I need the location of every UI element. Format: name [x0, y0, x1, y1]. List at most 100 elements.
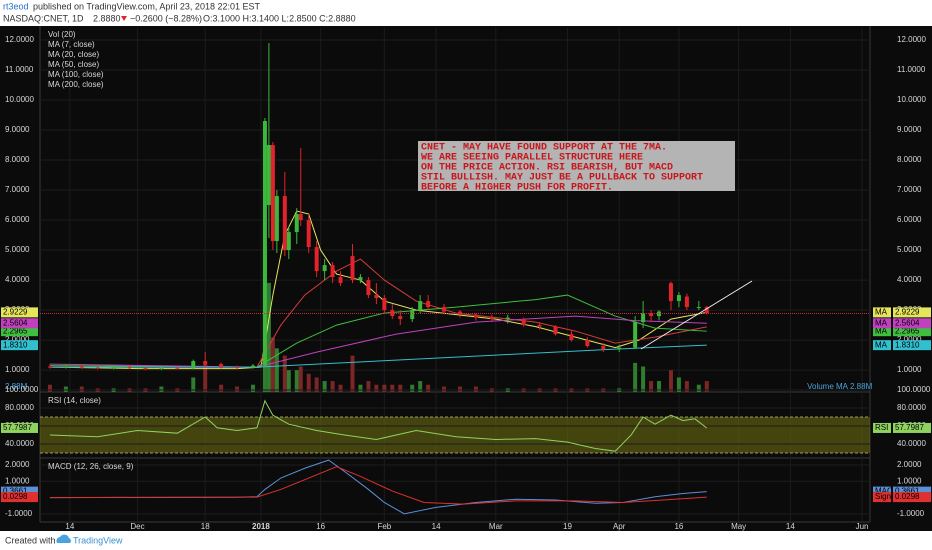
tag-right-name [873, 318, 891, 329]
candle-body [250, 365, 255, 368]
x-tick-label: Dec [130, 522, 144, 531]
panel-label: RSI (14, close) [48, 396, 101, 405]
x-tick-label: Apr [613, 522, 626, 531]
y-tick-label-left: -1.0000 [5, 509, 33, 518]
tag-right-value: 0.3661 [895, 487, 920, 496]
candle-body [274, 196, 279, 242]
volume-bar [374, 384, 379, 392]
volume-value-right: 2.88M [850, 382, 873, 391]
y-tick-label-right: 9.0000 [897, 125, 922, 134]
x-tick-label: 16 [316, 522, 325, 531]
candle-body [684, 296, 689, 308]
tag-right-name-text: MA [875, 308, 888, 317]
tag-right [893, 340, 931, 351]
footer-created: Created with [5, 535, 56, 545]
candle-body [266, 145, 271, 206]
footer-brand[interactable]: TradingView [73, 535, 123, 545]
annotation: CNET - MAY HAVE FOUND SUPPORT AT THE 7MA… [421, 143, 703, 194]
tag-right-value: 2.9229 [895, 308, 920, 317]
annotation-line: ON THE PRICE ACTION. RSI BEARISH, BUT MA… [421, 163, 673, 174]
tag-right-value: 0.0298 [895, 492, 920, 501]
volume-bar [350, 355, 355, 392]
tag-right-name [873, 340, 891, 351]
candle-body [657, 311, 662, 317]
y-tick-label-left: 2.0000 [5, 460, 30, 469]
tag-right [893, 486, 931, 497]
candle-body [601, 346, 606, 350]
candle-body [191, 361, 196, 369]
rsi-band [40, 416, 870, 453]
legend-entry: MA (200, close) [48, 80, 104, 89]
tag-right-name-text: RSI [875, 423, 888, 432]
candle-body [127, 367, 132, 369]
down-arrow [121, 16, 127, 21]
y-tick-label-right: 80.0000 [897, 403, 926, 412]
volume-bar [398, 384, 403, 392]
candle-body [366, 280, 371, 296]
candle-body [633, 322, 638, 348]
tag-right [893, 422, 931, 433]
volume-bar [250, 384, 255, 392]
candle-body [306, 220, 311, 248]
plot: 14 Dec 18 2018 16 Feb 14 Mar 19 Apr 16 May 14 Jun 1.00… [1, 28, 931, 531]
y-tick-label-left: 7.0000 [5, 185, 30, 194]
y-tick-label-left: 11.0000 [5, 65, 34, 74]
y-tick-label-left: 12.0000 [5, 35, 34, 44]
candle-body [410, 310, 415, 320]
candle-body [282, 196, 287, 251]
volume-bar [330, 381, 335, 392]
candle-body [553, 326, 558, 335]
tag-right-value: 2.5604 [895, 318, 920, 327]
candle-body [489, 317, 494, 320]
y-tick-label-right: 100.0000 [897, 385, 931, 394]
y-tick-label-left: 1.0000 [5, 476, 30, 485]
volume-tag-right: Volume MA [807, 382, 849, 391]
candle-body [219, 364, 224, 368]
volume-bar [382, 384, 387, 392]
candle-body [505, 317, 510, 320]
tag-right-name [873, 307, 891, 318]
candle-body [143, 368, 148, 370]
volume-bar [79, 386, 84, 392]
tag-right-name [873, 492, 891, 503]
volume-bar [426, 384, 431, 392]
tag-right [893, 318, 931, 329]
author[interactable]: rt3eod [3, 1, 29, 11]
candle-body [270, 145, 275, 242]
change: −0.2600 (−8.28%) [130, 13, 202, 23]
tag-right-name-text: MA [875, 326, 888, 335]
candle-body [569, 334, 574, 341]
x-tick-label: 14 [65, 522, 74, 531]
y-tick-label-left: 9.0000 [5, 125, 30, 134]
y-tick-label-left: 8.0000 [5, 155, 30, 164]
y-tick-label-right: 6.0000 [897, 215, 922, 224]
candle-body [374, 295, 379, 299]
volume-bar [47, 384, 52, 392]
candle-body [426, 301, 431, 308]
candle-body [617, 347, 622, 350]
legend-entry: MA (50, close) [48, 60, 99, 69]
candle-body [537, 325, 542, 327]
candle-body [63, 366, 68, 368]
candle-body [704, 307, 709, 314]
x-tick-label: 19 [563, 522, 572, 531]
candle-body [649, 313, 654, 317]
candle-body [457, 311, 462, 315]
volume-bar [676, 377, 681, 392]
candle-body [338, 277, 343, 284]
x-tick-label: 16 [674, 522, 683, 531]
published: published on TradingView.com, April 23, … [33, 1, 260, 11]
y-tick-label-left: 6.0000 [5, 215, 30, 224]
tag-left-value: 2.5604 [3, 318, 28, 327]
tag-left-value: 0.0298 [3, 492, 28, 501]
x-tick-label: 2018 [252, 522, 270, 531]
candle-body [47, 366, 52, 368]
y-tick-label-right: 1.0000 [897, 476, 922, 485]
volume-bar [410, 384, 415, 392]
tag-right-value: 2.2965 [895, 326, 920, 335]
legend-entry: Vol (20) [48, 30, 76, 39]
volume-bar [266, 282, 271, 392]
y-tick-label-right: 5.0000 [897, 245, 922, 254]
macd-line [49, 466, 707, 505]
